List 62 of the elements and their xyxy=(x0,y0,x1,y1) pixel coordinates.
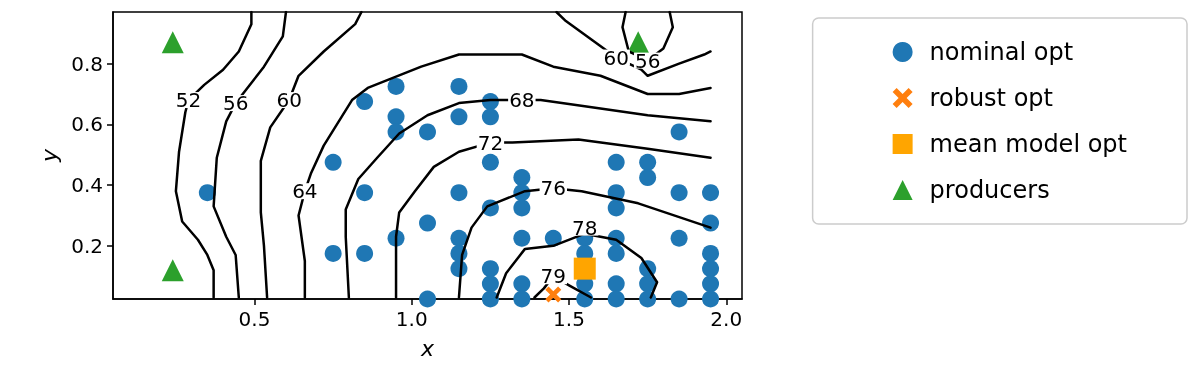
x-tick-label: 2.0 xyxy=(710,307,743,331)
point xyxy=(481,290,499,308)
point xyxy=(161,259,184,282)
y-tick-label: 0.6 xyxy=(71,112,103,137)
point xyxy=(607,275,625,293)
point xyxy=(607,244,625,262)
annotation: 78 xyxy=(572,215,598,240)
point xyxy=(545,286,562,303)
point xyxy=(161,31,184,54)
point xyxy=(639,153,657,171)
point xyxy=(513,275,531,293)
point xyxy=(450,77,468,95)
point xyxy=(481,275,499,293)
point xyxy=(670,290,688,308)
point xyxy=(481,260,499,278)
x-tick-label: 0.5 xyxy=(238,307,271,331)
x-tick-label: 1.0 xyxy=(395,307,428,331)
point xyxy=(513,229,531,247)
point xyxy=(450,108,468,126)
point xyxy=(419,214,436,232)
point xyxy=(481,153,499,171)
point xyxy=(702,184,720,202)
point xyxy=(607,199,625,217)
point xyxy=(419,290,436,308)
y-tick-label: 0.2 xyxy=(71,233,103,258)
point xyxy=(387,108,405,126)
y-axis-title: y xyxy=(36,148,62,164)
point xyxy=(324,153,342,171)
point xyxy=(702,244,720,262)
legend-label: mean model opt xyxy=(929,130,1128,158)
point xyxy=(670,123,688,141)
legend-label: producers xyxy=(929,176,1050,204)
point xyxy=(639,169,657,187)
point xyxy=(387,77,405,95)
point xyxy=(356,184,374,202)
y-tick-label: 0.8 xyxy=(71,51,103,76)
legend-label: nominal opt xyxy=(929,38,1074,66)
point xyxy=(356,244,374,262)
point xyxy=(513,290,531,308)
point xyxy=(670,184,688,202)
x-axis-title: x xyxy=(419,335,435,361)
point xyxy=(419,123,436,141)
point xyxy=(702,275,720,293)
point xyxy=(627,31,650,54)
point xyxy=(450,184,468,202)
point xyxy=(513,169,531,187)
point xyxy=(639,290,657,308)
point xyxy=(702,260,720,278)
point xyxy=(607,153,625,171)
x-tick-label: 1.5 xyxy=(553,307,585,331)
point xyxy=(450,229,468,247)
point xyxy=(639,275,657,293)
point xyxy=(702,290,720,308)
point xyxy=(356,93,374,111)
point xyxy=(324,244,342,262)
point xyxy=(573,257,596,280)
point xyxy=(607,290,625,308)
point xyxy=(513,199,531,217)
point xyxy=(481,108,499,126)
legend-label: robust opt xyxy=(929,84,1053,112)
point xyxy=(670,229,688,247)
y-tick-label: 0.4 xyxy=(71,173,103,198)
